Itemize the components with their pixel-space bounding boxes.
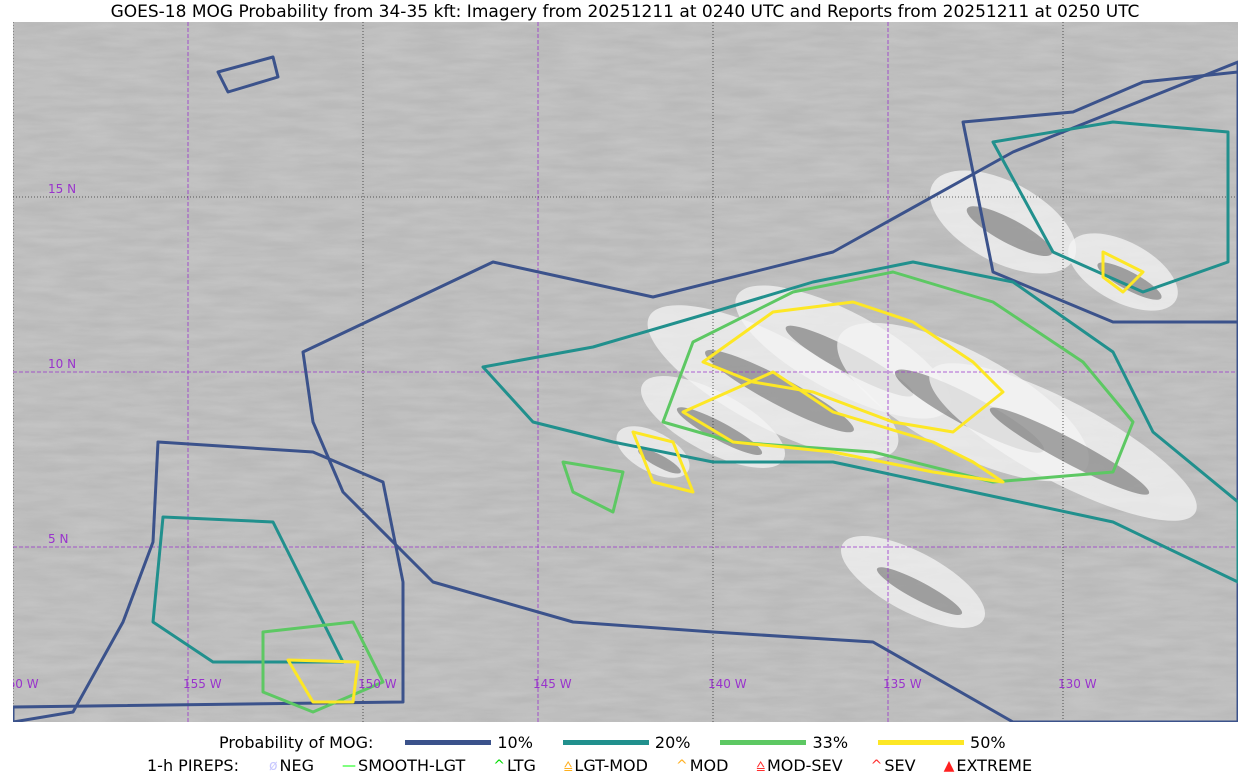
neg-icon: ø [268, 757, 278, 774]
legend-swatch [878, 740, 965, 745]
contour-33pct [261, 620, 385, 714]
contour-10pct [216, 55, 280, 94]
legend-level-label: 20% [654, 733, 691, 752]
legend-level-label: 10% [497, 733, 533, 752]
lat-label: 5 N [48, 532, 68, 546]
pirep-label: EXTREME [956, 756, 1033, 775]
contour-50pct [286, 658, 360, 704]
pirep-legend-label: 1-h PIREPS: [147, 756, 239, 775]
lat-label: 15 N [48, 182, 76, 196]
legend-swatch [562, 740, 649, 745]
caret-icon: ^ [675, 757, 688, 774]
contour-10pct [961, 70, 1238, 324]
contour-10pct [13, 440, 405, 722]
contour-20pct [991, 120, 1230, 294]
lon-label: 135 W [883, 677, 922, 691]
lat-label: 10 N [48, 357, 76, 371]
lon-label: 140 W [708, 677, 747, 691]
map-title: GOES-18 MOG Probability from 34-35 kft: … [110, 2, 1140, 22]
pirep-label: NEG [279, 756, 315, 775]
pirep-label: SEV [884, 756, 916, 775]
lon-label: 145 W [533, 677, 572, 691]
lat-lon-grid [13, 22, 1238, 722]
contour-50pct [681, 370, 1005, 484]
double-caret-bar-icon: ⩠ [756, 757, 765, 774]
prob-legend-label: Probability of MOG: [219, 733, 374, 752]
lon-label: 130 W [1058, 677, 1097, 691]
lon-label: 150 W [358, 677, 397, 691]
pirep-label: LTG [507, 756, 536, 775]
contour-50pct [1101, 250, 1145, 294]
lon-label: 155 W [183, 677, 222, 691]
legend-level-label: 33% [812, 733, 849, 752]
legend-swatch [720, 740, 807, 745]
legend-swatch [405, 740, 492, 745]
probability-legend: Probability of MOG: 10% 20% 33% 50% [0, 733, 1250, 752]
satellite-map: 160 W 155 W 150 W 145 W 140 W 135 W 130 W 15 N 1… [13, 22, 1238, 722]
lon-label: 160 W [13, 677, 39, 691]
contour-33pct [661, 270, 1135, 484]
probability-contours [13, 55, 1238, 722]
line-icon: — [342, 757, 357, 774]
contour-50pct [631, 430, 695, 494]
pirep-label: MOD [689, 756, 729, 775]
filled-triangle-icon: ▲ [943, 757, 955, 774]
contour-50pct [701, 300, 1005, 434]
contour-10pct [301, 60, 1238, 722]
legend-level-label: 50% [970, 733, 1006, 752]
pirep-legend: 1-h PIREPS: ø NEG — SMOOTH-LGT ^ LTG ⩠ LGT-MOD ^… [0, 756, 1250, 775]
contour-33pct [561, 460, 625, 514]
double-caret-icon: ^ [870, 757, 883, 774]
caret-bar-icon: ⩠ [563, 757, 573, 774]
pirep-label: LGT-MOD [574, 756, 648, 775]
pirep-label: MOD-SEV [766, 756, 843, 775]
caret-icon: ^ [493, 757, 506, 774]
pirep-label: SMOOTH-LGT [358, 756, 466, 775]
